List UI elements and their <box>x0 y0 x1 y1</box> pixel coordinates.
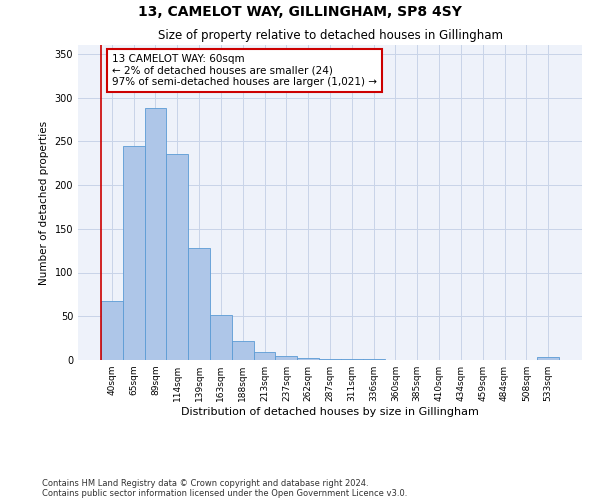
Text: 13 CAMELOT WAY: 60sqm
← 2% of detached houses are smaller (24)
97% of semi-detac: 13 CAMELOT WAY: 60sqm ← 2% of detached h… <box>112 54 377 87</box>
Text: Contains HM Land Registry data © Crown copyright and database right 2024.: Contains HM Land Registry data © Crown c… <box>42 478 368 488</box>
Text: 13, CAMELOT WAY, GILLINGHAM, SP8 4SY: 13, CAMELOT WAY, GILLINGHAM, SP8 4SY <box>138 5 462 19</box>
Bar <box>254 352 275 360</box>
Bar <box>297 358 319 360</box>
Bar <box>145 108 166 360</box>
Text: Contains public sector information licensed under the Open Government Licence v3: Contains public sector information licen… <box>42 488 407 498</box>
Bar <box>275 356 297 360</box>
Bar <box>363 359 385 360</box>
Bar <box>537 358 559 360</box>
X-axis label: Distribution of detached houses by size in Gillingham: Distribution of detached houses by size … <box>181 407 479 417</box>
Bar <box>123 146 145 360</box>
Bar <box>188 248 210 360</box>
Bar <box>232 341 254 360</box>
Bar <box>319 359 341 360</box>
Bar <box>101 302 123 360</box>
Y-axis label: Number of detached properties: Number of detached properties <box>39 120 49 284</box>
Bar <box>166 154 188 360</box>
Bar <box>341 359 363 360</box>
Bar <box>210 314 232 360</box>
Title: Size of property relative to detached houses in Gillingham: Size of property relative to detached ho… <box>157 30 503 43</box>
